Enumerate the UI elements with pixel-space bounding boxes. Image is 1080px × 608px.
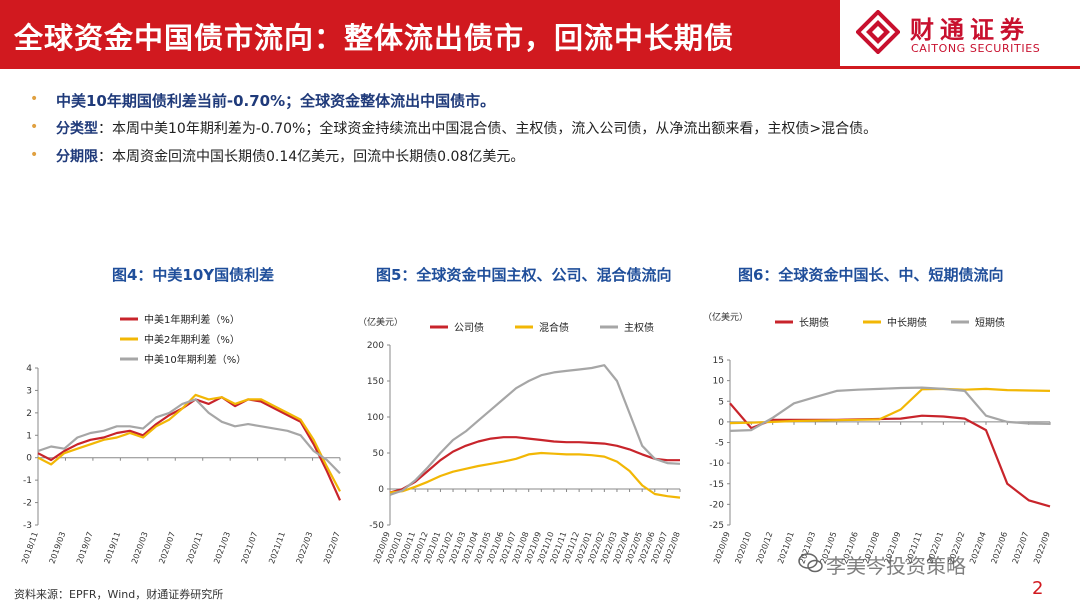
legend-label-2: 混合债	[539, 321, 569, 334]
bullet-key: 分期限	[56, 149, 98, 165]
y-tick-label: -1	[23, 476, 32, 486]
bullet-dot-icon: •	[30, 91, 39, 107]
header-divider	[0, 66, 1080, 69]
x-tick-label: 2019/07	[75, 531, 95, 565]
series-line-3	[729, 386, 1051, 432]
chart-fig5: -500501001502002020/092020/102020/112020…	[358, 316, 682, 565]
y-unit-label: （亿美元）	[703, 311, 748, 323]
legend-label-3: 中美10年期利差（%）	[144, 353, 246, 366]
chart-title-fig4: 图4：中美10Y国债利差	[112, 266, 275, 284]
y-tick-label: 3	[26, 386, 32, 396]
x-tick-label: 2022/06	[989, 531, 1009, 565]
y-tick-label: 0	[378, 485, 384, 495]
logo-mark-icon	[856, 10, 900, 54]
legend-label-2: 中长期债	[887, 316, 927, 329]
legend-label-1: 公司债	[454, 321, 484, 334]
bullet-text: ：本周中美10年期利差为-0.70%；全球资金持续流出中国混合债、主权债，流入公…	[98, 121, 878, 137]
x-tick-label: 2020/12	[755, 531, 775, 565]
x-tick-label: 2020/11	[185, 531, 205, 565]
x-tick-label: 2022/07	[322, 531, 342, 565]
x-tick-label: 2020/09	[712, 531, 732, 565]
chart-fig4: -3 -2 -1 0 1 2 3 4 2018/11 2019/03 2019/07 2019/11 2…	[20, 313, 342, 565]
series-line-1	[729, 402, 1051, 508]
source-note: 资料来源：EPFR，Wind，财通证券研究所	[14, 588, 224, 601]
watermark-text: 李美岑投资策略	[826, 554, 966, 578]
bullet-key: 分类型	[56, 121, 98, 137]
bullet-item-1: • 中美10年期国债利差当前-0.70%；全球资金整体流出中国债市。	[30, 90, 1070, 118]
x-tick-label: 2022/03	[295, 531, 315, 565]
bullet-item-2: • 分类型：本周中美10年期利差为-0.70%；全球资金持续流出中国混合债、主权…	[30, 118, 1070, 146]
legend-label-2: 中美2年期利差（%）	[144, 333, 240, 346]
x-tick-label: 2021/03	[212, 531, 232, 565]
y-tick-label: -2	[23, 499, 32, 509]
y-tick-label: -25	[709, 521, 724, 531]
legend-label-3: 短期债	[975, 316, 1005, 329]
title-bar: 全球资金中国债市流向：整体流出债市，回流中长期债	[0, 0, 840, 66]
bullet-dot-icon: •	[30, 119, 39, 135]
x-tick-label: 2021/07	[240, 531, 260, 565]
x-tick-label: 2020/10	[733, 531, 753, 565]
x-tick-label: 2021/11	[267, 531, 287, 565]
bullet-text: 中美10年期国债利差当前-0.70%；全球资金整体流出中国债市。	[56, 92, 496, 110]
x-tick-label: 2020/07	[157, 531, 177, 565]
x-tick-label: 2022/09	[1032, 531, 1052, 565]
y-tick-label: 2	[26, 409, 32, 419]
chart-fig6: -25 -20 -15 -10 -5 0 5 10 15 2020/09 2020/10 2020/1…	[703, 311, 1052, 565]
y-tick-label: 10	[713, 377, 725, 387]
series-line-1	[389, 436, 680, 494]
legend-label-1: 长期债	[799, 316, 829, 329]
page-title: 全球资金中国债市流向：整体流出债市，回流中长期债	[14, 21, 735, 55]
y-tick-label: -50	[369, 521, 384, 531]
y-unit-label: （亿美元）	[358, 316, 403, 328]
x-tick-label: 2022/07	[1011, 531, 1031, 565]
header: 全球资金中国债市流向：整体流出债市，回流中长期债 财通证券 CAITONG SE…	[0, 0, 1080, 66]
x-tick-label: 2022/04	[968, 531, 988, 565]
wechat-icon	[798, 553, 823, 573]
y-tick-label: 100	[367, 413, 384, 423]
y-tick-label: 1	[26, 431, 32, 441]
series-line-3	[37, 398, 341, 475]
bullet-content: 分期限：本周资金回流中国长期债0.14亿美元，回流中长期债0.08亿美元。	[56, 146, 524, 166]
x-tick-label: 2021/01	[776, 531, 796, 565]
logo-text-cn: 财通证券	[910, 16, 1030, 44]
y-tick-label: 50	[373, 449, 385, 459]
series-line-2	[389, 451, 681, 499]
y-tick-label: 0	[26, 454, 32, 464]
legend-label-3: 主权债	[624, 321, 654, 334]
y-tick-label: -20	[709, 500, 724, 510]
x-tick-label: 2018/11	[20, 531, 40, 565]
y-tick-label: -15	[709, 480, 724, 490]
y-tick-label: -10	[709, 459, 724, 469]
y-tick-label: 4	[26, 364, 32, 374]
y-tick-label: -5	[715, 439, 724, 449]
series-line-3	[389, 364, 681, 496]
y-tick-label: -3	[23, 521, 32, 531]
y-tick-label: 15	[713, 356, 724, 366]
series-line-1	[37, 396, 342, 501]
chart-title-fig6: 图6：全球资金中国长、中、短期债流向	[738, 266, 1004, 284]
y-tick-label: 200	[367, 341, 384, 351]
series-line-2	[729, 387, 1051, 425]
legend-label-1: 中美1年期利差（%）	[144, 313, 240, 326]
bullet-list: • 中美10年期国债利差当前-0.70%；全球资金整体流出中国债市。 • 分类型…	[30, 90, 1070, 174]
y-tick-label: 150	[367, 377, 384, 387]
page-number: 2	[1032, 578, 1044, 599]
company-logo: 财通证券 CAITONG SECURITIES	[856, 8, 1076, 60]
x-tick-label: 2019/03	[48, 531, 68, 565]
chart-title-fig5: 图5：全球资金中国主权、公司、混合债流向	[376, 266, 672, 284]
bullet-content: 分类型：本周中美10年期利差为-0.70%；全球资金持续流出中国混合债、主权债，…	[56, 118, 877, 138]
x-tick-label: 2020/03	[130, 531, 150, 565]
y-tick-label: 0	[718, 418, 724, 428]
bullet-text: ：本周资金回流中国长期债0.14亿美元，回流中长期债0.08亿美元。	[98, 149, 525, 165]
bullet-item-3: • 分期限：本周资金回流中国长期债0.14亿美元，回流中长期债0.08亿美元。	[30, 146, 1070, 174]
y-tick-label: 5	[718, 397, 724, 407]
logo-text-en: CAITONG SECURITIES	[911, 42, 1041, 55]
x-tick-label: 2019/11	[102, 531, 122, 565]
bullet-dot-icon: •	[30, 147, 39, 163]
